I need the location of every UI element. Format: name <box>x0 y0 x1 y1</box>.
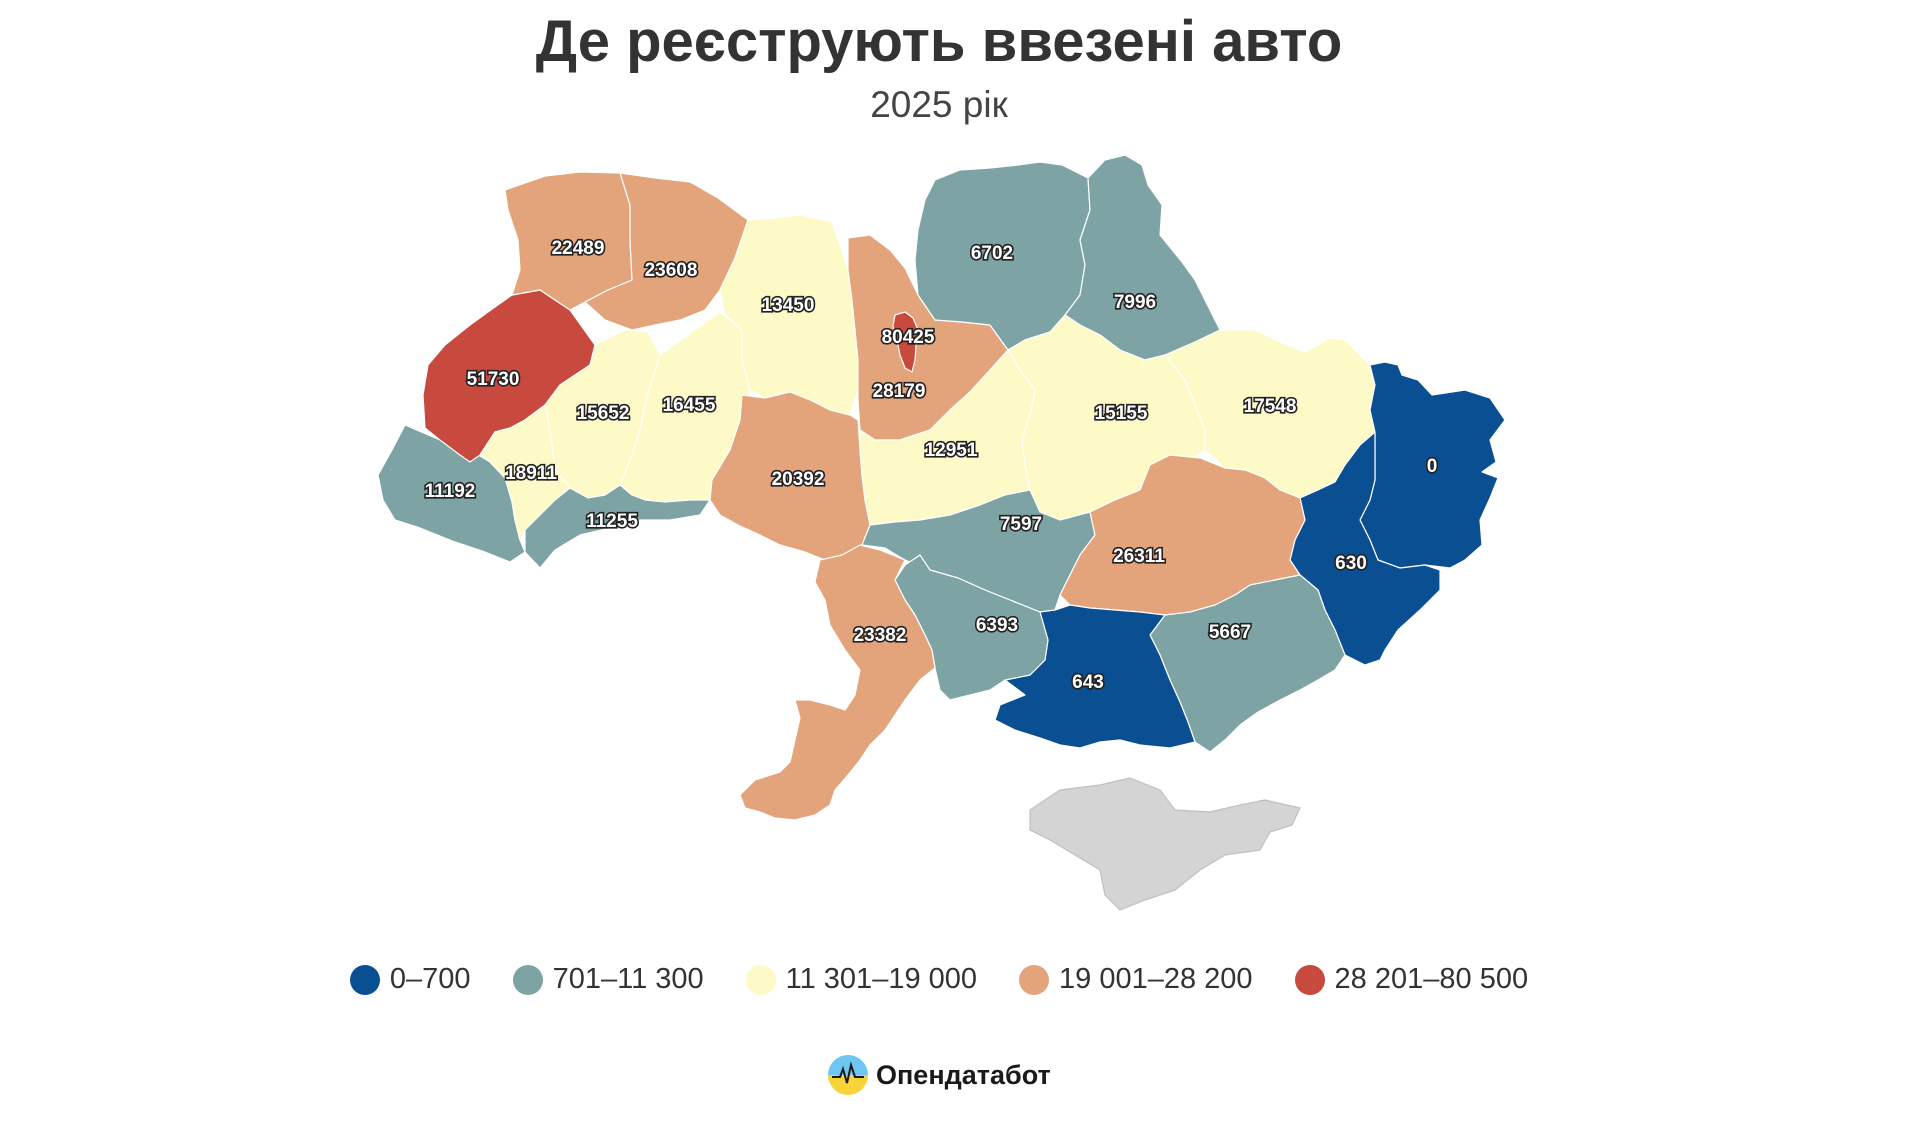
region-value-zhytomyr: 13450 <box>762 295 815 316</box>
legend-item: 19 001–28 200 <box>1019 963 1253 996</box>
opendatabot-logo: Опендатабот <box>828 1055 1051 1095</box>
legend-label: 28 201–80 500 <box>1334 963 1529 995</box>
region-value-volyn: 22489 <box>552 238 605 259</box>
legend-item: 11 301–19 000 <box>745 963 978 996</box>
legend-label: 0–700 <box>389 963 471 995</box>
region-chernivtsi <box>524 484 711 569</box>
region-odesa <box>739 544 936 821</box>
region-kherson <box>994 604 1196 749</box>
ukraine-choropleth-map: 22489 23608 13450 80425 28179 6702 7996 51730 15… <box>377 154 1506 911</box>
legend-item: 28 201–80 500 <box>1294 963 1529 996</box>
region-value-luhansk: 0 <box>1427 456 1438 477</box>
legend: 0–700 701–11 300 11 301–19 000 19 001–28… <box>0 963 1878 996</box>
region-value-vinnytsia: 20392 <box>772 469 825 490</box>
region-value-kharkiv: 17548 <box>1244 396 1297 417</box>
region-value-khmelnytskyi: 16455 <box>663 395 716 416</box>
region-value-kirovohrad: 7597 <box>1000 514 1042 535</box>
region-value-lviv: 51730 <box>467 369 520 390</box>
legend-swatch <box>1019 964 1050 995</box>
region-value-ternopil: 15652 <box>577 403 630 424</box>
legend-item: 0–700 <box>349 963 471 996</box>
legend-item: 701–11 300 <box>512 963 704 996</box>
region-value-ivano-frankivsk: 18911 <box>505 463 557 484</box>
region-crimea <box>1029 777 1301 911</box>
region-value-kherson: 643 <box>1072 672 1104 693</box>
region-kyiv-city <box>892 311 919 373</box>
region-value-zaporizhzhia: 5667 <box>1209 622 1251 643</box>
legend-label: 11 301–19 000 <box>785 963 978 995</box>
region-value-chernivtsi: 11255 <box>586 511 638 532</box>
region-value-cherkasy: 12951 <box>925 440 978 461</box>
legend-swatch <box>512 964 543 995</box>
region-value-donetsk: 630 <box>1335 553 1367 574</box>
region-value-chernihiv: 6702 <box>971 243 1013 264</box>
region-rivne <box>584 172 749 331</box>
region-cherkasy <box>859 349 1036 526</box>
region-value-kyiv-oblast: 28179 <box>873 381 926 402</box>
region-value-kyiv-city: 80425 <box>882 327 935 348</box>
legend-swatch <box>745 964 776 995</box>
legend-label: 19 001–28 200 <box>1059 963 1253 995</box>
logo-text: Опендатабот <box>876 1059 1051 1090</box>
region-value-sumy: 7996 <box>1114 292 1156 313</box>
map-title: Де реєструють ввезені авто <box>535 9 1343 74</box>
legend-swatch <box>1294 964 1325 995</box>
opendatabot-logo-icon <box>828 1055 868 1095</box>
legend-swatch <box>349 964 380 995</box>
region-value-poltava: 15155 <box>1095 403 1148 424</box>
region-value-mykolaiv: 6393 <box>976 615 1018 636</box>
region-value-zakarpattia: 11192 <box>425 481 476 502</box>
region-value-dnipropetrovsk: 26311 <box>1113 546 1165 567</box>
region-value-rivne: 23608 <box>645 260 698 281</box>
region-value-odesa: 23382 <box>854 625 907 646</box>
legend-label: 701–11 300 <box>552 963 704 995</box>
map-subtitle: 2025 рік <box>870 84 1008 125</box>
